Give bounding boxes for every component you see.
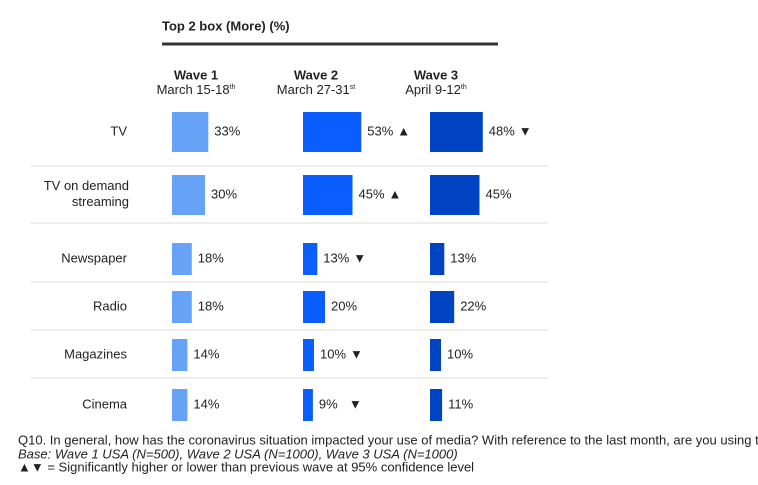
value-label: 20% xyxy=(331,298,357,313)
column-header: Wave 2 xyxy=(294,67,338,82)
value-label: 18% xyxy=(198,250,224,265)
significance-marker: ▲ xyxy=(389,186,402,201)
row-label: TV on demand streaming xyxy=(44,178,129,209)
date-text: April 9-12 xyxy=(405,82,461,97)
bar xyxy=(430,339,441,371)
date-suffix: th xyxy=(230,84,236,91)
bar xyxy=(172,339,188,371)
bar xyxy=(430,243,445,275)
value-label: 48% xyxy=(489,123,515,138)
bar xyxy=(430,175,480,215)
bar xyxy=(172,112,209,152)
bar xyxy=(303,243,318,275)
value-label: 53% xyxy=(367,123,393,138)
bar xyxy=(303,339,314,371)
bar xyxy=(303,112,362,152)
value-label: 14% xyxy=(193,346,219,361)
value-label: 22% xyxy=(460,298,486,313)
date-text: March 27-31 xyxy=(277,82,350,97)
footnote: Base: Wave 1 USA (N=500), Wave 2 USA (N=… xyxy=(18,446,458,461)
date-text: March 15-18 xyxy=(157,82,230,97)
column-date: April 9-12th xyxy=(405,82,467,97)
value-label: 18% xyxy=(198,298,224,313)
value-label: 14% xyxy=(193,396,219,411)
date-suffix: th xyxy=(461,84,467,91)
column-date: March 15-18th xyxy=(157,82,236,97)
chart-title: Top 2 box (More) (%) xyxy=(162,18,290,33)
column-header: Wave 1 xyxy=(174,67,218,82)
footnote: ▲▼ = Significantly higher or lower than … xyxy=(18,459,474,474)
row-label-line: streaming xyxy=(72,194,129,209)
bar xyxy=(172,389,188,421)
bar xyxy=(303,175,353,215)
value-label: 45% xyxy=(486,186,512,201)
significance-marker: ▼ xyxy=(350,346,363,361)
bar xyxy=(430,291,455,323)
bar xyxy=(172,243,192,275)
date-suffix: st xyxy=(350,84,356,91)
value-label: 45% xyxy=(359,186,385,201)
significance-marker: ▼ xyxy=(519,123,532,138)
value-label: 10% xyxy=(320,346,346,361)
significance-marker: ▼ xyxy=(353,250,366,265)
row-label: TV xyxy=(110,123,127,138)
value-label: 13% xyxy=(450,250,476,265)
significance-marker: ▼ xyxy=(349,396,362,411)
footnote: Q10. In general, how has the coronavirus… xyxy=(18,432,758,447)
row-label: Magazines xyxy=(64,346,127,361)
column-header: Wave 3 xyxy=(414,67,458,82)
column-date: March 27-31st xyxy=(277,82,355,97)
value-label: 10% xyxy=(447,346,473,361)
value-label: 13% xyxy=(323,250,349,265)
bar xyxy=(172,291,192,323)
value-label: 30% xyxy=(211,186,237,201)
row-label-line: TV on demand xyxy=(44,178,129,193)
bar xyxy=(430,112,483,152)
value-label: 33% xyxy=(214,123,240,138)
significance-marker: ▲ xyxy=(397,123,410,138)
row-label: Newspaper xyxy=(61,250,127,265)
value-label: 9% xyxy=(319,396,338,411)
value-label: 11% xyxy=(448,396,473,411)
bar xyxy=(430,389,443,421)
bar xyxy=(303,291,325,323)
bar xyxy=(172,175,205,215)
row-label: Radio xyxy=(93,298,127,313)
row-label: Cinema xyxy=(82,396,128,411)
bar xyxy=(303,389,313,421)
